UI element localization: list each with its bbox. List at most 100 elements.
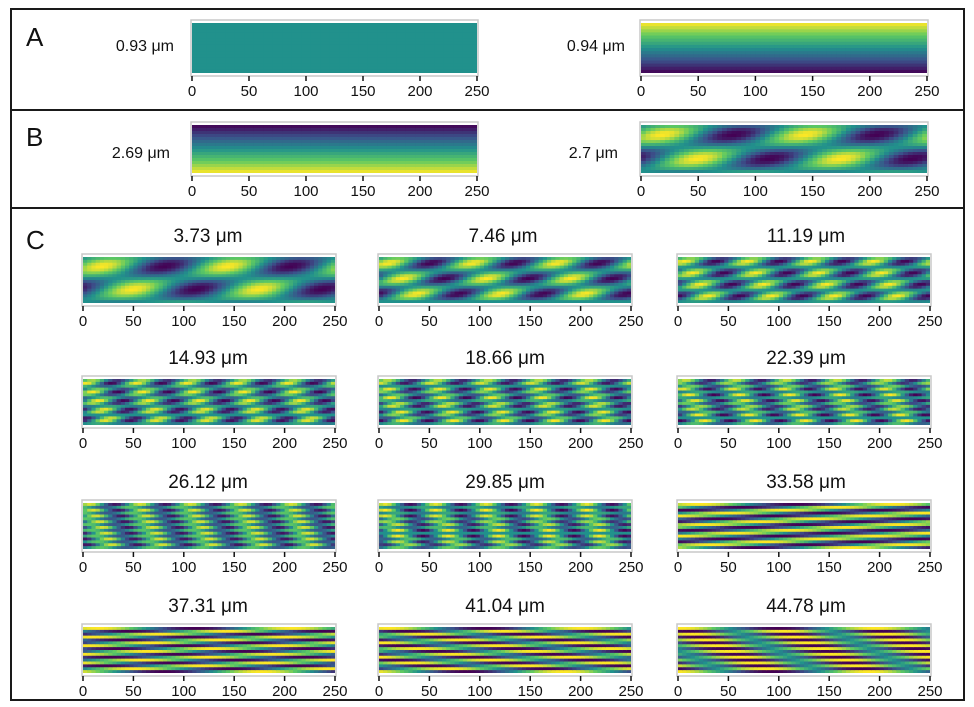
x-tick-label: 0 bbox=[375, 313, 383, 330]
x-tick-label: 0 bbox=[188, 83, 196, 100]
x-tick-label: 200 bbox=[407, 183, 432, 200]
x-tick-label: 50 bbox=[125, 683, 142, 700]
x-tick-label: 100 bbox=[766, 435, 791, 452]
x-tick-label: 250 bbox=[914, 83, 939, 100]
heatmap-svg: 0 50 100 150 200 250 bbox=[79, 623, 348, 700]
x-tick-label: 200 bbox=[272, 559, 297, 576]
x-tick-label: 0 bbox=[674, 435, 682, 452]
x-tick-label: 0 bbox=[188, 183, 196, 200]
plot-title: 26.12 μm bbox=[168, 472, 248, 493]
x-tick-label: 150 bbox=[518, 313, 543, 330]
x-tick-label: 50 bbox=[241, 183, 258, 200]
x-tick-label: 250 bbox=[618, 683, 643, 700]
x-tick-label: 100 bbox=[171, 435, 196, 452]
panel-letter-c: C bbox=[26, 225, 45, 255]
x-tick-label: 0 bbox=[375, 683, 383, 700]
x-tick-label: 200 bbox=[867, 435, 892, 452]
x-tick-label: 250 bbox=[464, 183, 489, 200]
x-tick-label: 50 bbox=[421, 683, 438, 700]
heatmap-plot: 0 50 100 150 200 250 bbox=[375, 253, 644, 333]
x-tick-label: 0 bbox=[375, 559, 383, 576]
x-tick-label: 250 bbox=[618, 435, 643, 452]
heatmap-image bbox=[678, 257, 930, 303]
heatmap-svg: 0 50 100 150 200 250 bbox=[375, 623, 644, 700]
heatmap-svg: 0 50 100 150 200 250 bbox=[375, 375, 644, 452]
heatmap-svg: 0 50 100 150 200 250 bbox=[188, 121, 490, 200]
plot-title: 22.39 μm bbox=[766, 348, 846, 369]
x-tick-label: 250 bbox=[322, 559, 347, 576]
x-tick-label: 200 bbox=[867, 559, 892, 576]
x-tick-label: 200 bbox=[272, 683, 297, 700]
x-tick-label: 50 bbox=[690, 83, 707, 100]
x-tick-label: 100 bbox=[467, 435, 492, 452]
x-tick-label: 100 bbox=[293, 83, 318, 100]
heatmap-image bbox=[379, 257, 631, 303]
x-tick-label: 50 bbox=[125, 313, 142, 330]
x-tick-label: 250 bbox=[618, 559, 643, 576]
x-tick-label: 50 bbox=[720, 435, 737, 452]
heatmap-image bbox=[83, 627, 335, 673]
x-tick-label: 100 bbox=[171, 683, 196, 700]
x-tick-label: 250 bbox=[618, 313, 643, 330]
heatmap-plot: 0 50 100 150 200 250 bbox=[79, 375, 348, 455]
plot-label: 2.69 μm bbox=[111, 145, 170, 162]
x-tick-label: 0 bbox=[674, 313, 682, 330]
plot-title: 41.04 μm bbox=[465, 596, 545, 617]
x-tick-label: 50 bbox=[421, 435, 438, 452]
x-tick-label: 0 bbox=[79, 559, 87, 576]
x-tick-label: 200 bbox=[407, 83, 432, 100]
x-tick-label: 100 bbox=[467, 313, 492, 330]
x-tick-label: 250 bbox=[917, 683, 942, 700]
x-tick-label: 100 bbox=[766, 559, 791, 576]
heatmap-plot: 0 50 100 150 200 250 bbox=[375, 375, 644, 455]
plot-title: 3.73 μm bbox=[173, 226, 243, 247]
heatmap-image bbox=[678, 627, 930, 673]
heatmap-plot: 0 50 100 150 200 250 bbox=[79, 499, 348, 579]
x-tick-label: 150 bbox=[222, 683, 247, 700]
x-tick-label: 150 bbox=[817, 313, 842, 330]
heatmap-svg: 0 50 100 150 200 250 bbox=[637, 19, 940, 100]
heatmap-plot: 0 50 100 150 200 250 bbox=[79, 623, 348, 703]
x-tick-label: 100 bbox=[171, 559, 196, 576]
x-tick-label: 200 bbox=[568, 435, 593, 452]
plot-label: 0.94 μm bbox=[566, 38, 625, 55]
heatmap-svg: 0 50 100 150 200 250 bbox=[674, 253, 943, 330]
x-tick-label: 100 bbox=[766, 313, 791, 330]
x-tick-label: 200 bbox=[867, 683, 892, 700]
panel-letter-b: B bbox=[26, 122, 44, 152]
plot-title: 11.19 μm bbox=[766, 226, 846, 247]
x-tick-label: 50 bbox=[125, 559, 142, 576]
heatmap-plot: 0 50 100 150 200 250 bbox=[674, 623, 943, 703]
heatmap-plot: 0 50 100 150 200 250 bbox=[375, 623, 644, 703]
plot-title: 18.66 μm bbox=[465, 348, 545, 369]
x-tick-label: 200 bbox=[568, 313, 593, 330]
x-tick-label: 250 bbox=[464, 83, 489, 100]
x-tick-label: 50 bbox=[720, 559, 737, 576]
x-tick-label: 200 bbox=[272, 313, 297, 330]
x-tick-label: 0 bbox=[79, 683, 87, 700]
heatmap-image bbox=[678, 379, 930, 425]
panel-letter-a: A bbox=[26, 22, 44, 52]
x-tick-label: 100 bbox=[743, 83, 768, 100]
heatmap-svg: 0 50 100 150 200 250 bbox=[79, 253, 348, 330]
heatmap-svg: 0 50 100 150 200 250 bbox=[375, 499, 644, 576]
heatmap-image bbox=[379, 503, 631, 549]
plot-title: 33.58 μm bbox=[766, 472, 846, 493]
x-tick-label: 200 bbox=[272, 435, 297, 452]
x-tick-label: 150 bbox=[817, 559, 842, 576]
x-tick-label: 100 bbox=[293, 183, 318, 200]
heatmap-svg: 0 50 100 150 200 250 bbox=[79, 499, 348, 576]
plot-title: 37.31 μm bbox=[168, 596, 248, 617]
x-tick-label: 0 bbox=[79, 435, 87, 452]
x-tick-label: 250 bbox=[917, 559, 942, 576]
x-tick-label: 0 bbox=[79, 313, 87, 330]
x-tick-label: 250 bbox=[322, 435, 347, 452]
heatmap-plot: 0 50 100 150 200 250 bbox=[637, 121, 940, 203]
x-tick-label: 200 bbox=[568, 559, 593, 576]
heatmap-plot: 0 50 100 150 200 250 bbox=[674, 375, 943, 455]
x-tick-label: 250 bbox=[917, 435, 942, 452]
x-tick-label: 50 bbox=[125, 435, 142, 452]
x-tick-label: 100 bbox=[766, 683, 791, 700]
heatmap-image bbox=[83, 503, 335, 549]
x-tick-label: 200 bbox=[857, 83, 882, 100]
